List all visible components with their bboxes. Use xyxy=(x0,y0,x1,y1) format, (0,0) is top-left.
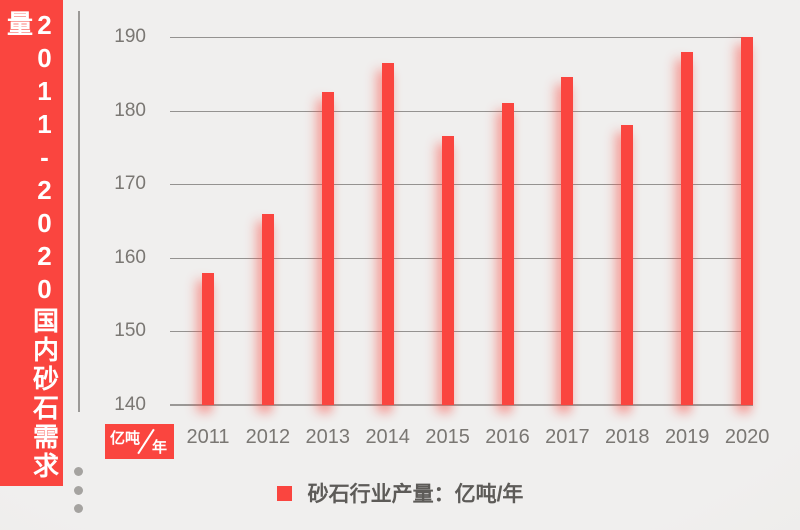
x-axis-labels: 2011 2012 2013 2014 2015 2016 2017 2018 2019 2020 xyxy=(170,424,769,452)
y-tick-label-150: 150 xyxy=(114,320,146,342)
x-tick-label-2011: 2011 xyxy=(186,426,230,448)
gridline-140 xyxy=(170,404,753,406)
gridline-150 xyxy=(170,331,753,333)
x-tick-label-2018: 2018 xyxy=(605,426,650,448)
y-tick-label-190: 190 xyxy=(114,26,146,47)
gridline-170 xyxy=(170,184,753,186)
chart-title: 2011-2020国内砂石需求量 xyxy=(3,10,60,481)
bar-2018 xyxy=(621,125,634,405)
decorative-dot-3 xyxy=(74,504,83,513)
vertical-axis-rule xyxy=(78,11,80,412)
bar-2015 xyxy=(441,136,454,405)
decorative-dot-2 xyxy=(74,486,83,495)
unit-denominator: 年 xyxy=(151,439,167,456)
y-tick-label-180: 180 xyxy=(114,99,146,121)
y-tick-label-170: 170 xyxy=(114,173,146,195)
x-tick-label-2020: 2020 xyxy=(724,426,770,448)
chart-legend: 砂石行业产量：亿吨/年 xyxy=(0,478,800,508)
bar-2019 xyxy=(681,51,694,405)
gridline-190 xyxy=(170,37,753,38)
gridline-180 xyxy=(170,110,753,112)
bar-2012 xyxy=(261,213,274,405)
y-axis-labels: 140 150 160 170 180 190 xyxy=(0,26,146,415)
x-tick-label-2013: 2013 xyxy=(305,426,351,448)
x-tick-label-2016: 2016 xyxy=(485,426,530,448)
x-tick-label-2014: 2014 xyxy=(365,426,410,448)
x-tick-label-2017: 2017 xyxy=(545,426,590,448)
title-banner: 2011-2020国内砂石需求量 xyxy=(0,0,63,486)
y-tick-label-160: 160 xyxy=(114,246,146,268)
bar-2011 xyxy=(202,272,214,405)
x-tick-label-2015: 2015 xyxy=(425,426,470,448)
bar-2016 xyxy=(501,103,514,405)
x-tick-label-2019: 2019 xyxy=(664,426,710,448)
unit-numerator: 亿吨 xyxy=(110,430,141,447)
legend-label: 砂石行业产量：亿吨/年 xyxy=(307,483,524,506)
legend-swatch-icon xyxy=(276,485,292,501)
decorative-dot-1 xyxy=(74,467,83,476)
bar-2020 xyxy=(741,37,754,405)
x-tick-label-2012: 2012 xyxy=(245,426,291,448)
gridline-160 xyxy=(170,257,753,259)
bar-2013 xyxy=(321,92,334,405)
bar-2017 xyxy=(561,77,574,405)
plot-area xyxy=(170,37,754,406)
y-tick-label-140: 140 xyxy=(114,394,146,415)
bar-2014 xyxy=(381,62,394,405)
y-axis-unit-badge: 亿吨 年 xyxy=(105,424,174,459)
